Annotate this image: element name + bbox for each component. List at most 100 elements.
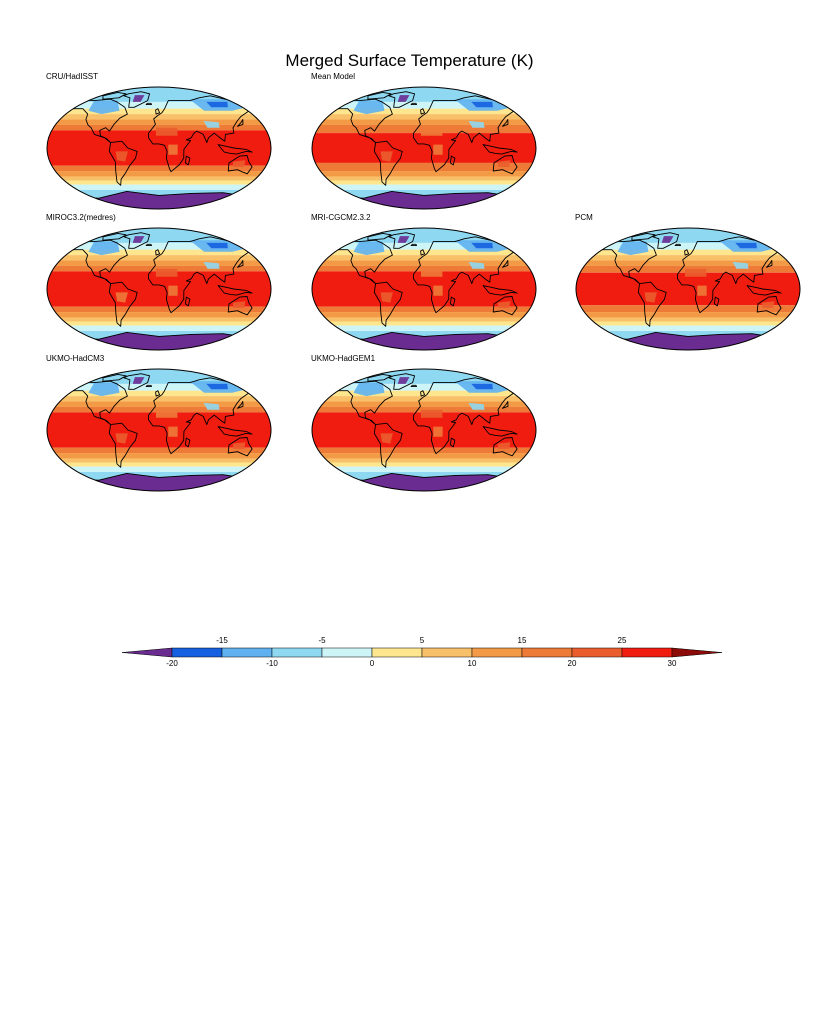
map-panel-pcm: PCM bbox=[575, 213, 801, 353]
coastline-arctic-islands bbox=[102, 373, 127, 382]
temperature-map bbox=[311, 86, 537, 210]
coastline-madagascar bbox=[713, 296, 720, 307]
colorbar-segment bbox=[321, 647, 373, 658]
coastline-indonesia bbox=[217, 144, 253, 155]
coastline-north-america bbox=[68, 98, 128, 144]
temperature-map bbox=[46, 86, 272, 210]
coastline-north-america bbox=[333, 98, 393, 144]
colorbar-tick-label: -15 bbox=[216, 636, 228, 645]
coastline-uk bbox=[420, 108, 426, 115]
panel-label: Mean Model bbox=[311, 72, 356, 81]
coastline-arctic-islands bbox=[367, 91, 392, 100]
map-panel-cru-hadisst: CRU/HadISST bbox=[46, 72, 272, 212]
coastline-indonesia bbox=[217, 426, 253, 437]
coastline-iceland bbox=[674, 243, 681, 247]
coastline-uk bbox=[155, 108, 161, 115]
colorbar-segment bbox=[171, 647, 223, 658]
colorbar-tick-label: 20 bbox=[567, 659, 577, 668]
coastline-uk bbox=[155, 390, 161, 397]
map-outline bbox=[311, 368, 537, 492]
coastline-greenland bbox=[388, 232, 416, 249]
colorbar-tick-label: 5 bbox=[419, 636, 425, 645]
coastline-antarctica bbox=[331, 331, 517, 350]
map-outline bbox=[575, 227, 801, 351]
coastline-africa-eurasia bbox=[148, 95, 256, 173]
colorbar-segment bbox=[471, 647, 523, 658]
colorbar-tick-label: 30 bbox=[667, 659, 677, 668]
panel-label: UKMO-HadGEM1 bbox=[311, 354, 376, 363]
coastline-madagascar bbox=[449, 437, 456, 448]
map-outline bbox=[46, 86, 272, 210]
coastline-indonesia bbox=[482, 285, 518, 296]
coastline-australia bbox=[492, 437, 518, 457]
coastline-uk bbox=[420, 249, 426, 256]
coastline-australia bbox=[227, 437, 253, 457]
coastline-south-america bbox=[373, 140, 403, 186]
coastline-north-america bbox=[333, 380, 393, 426]
colorbar-segment bbox=[271, 647, 323, 658]
colorbar: -15 -5 5 15 25 -20 -10 0 10 20 30 bbox=[120, 636, 730, 676]
colorbar-segment bbox=[421, 647, 473, 658]
coastline-africa-eurasia bbox=[677, 236, 785, 314]
map-outline bbox=[46, 227, 272, 351]
coastline-africa-eurasia bbox=[413, 377, 521, 455]
coastline-iceland bbox=[410, 384, 417, 388]
coastline-arctic-islands bbox=[367, 373, 392, 382]
coastlines bbox=[331, 232, 531, 350]
map-contour-fill bbox=[47, 87, 271, 209]
temperature-map bbox=[46, 227, 272, 351]
coastline-japan bbox=[502, 119, 509, 127]
map-panel-miroc: MIROC3.2(medres) bbox=[46, 213, 272, 353]
coastline-africa-eurasia bbox=[148, 377, 256, 455]
coastline-iceland bbox=[145, 102, 152, 106]
colorbar-segment bbox=[571, 647, 623, 658]
coastline-greenland bbox=[652, 232, 680, 249]
coastline-japan bbox=[766, 260, 773, 268]
coastline-australia bbox=[756, 296, 782, 316]
map-contour-fill bbox=[47, 369, 271, 491]
map-panel-mean-model: Mean Model bbox=[311, 72, 537, 212]
colorbar-tick-label: 10 bbox=[467, 659, 477, 668]
coastline-australia bbox=[227, 296, 253, 316]
panel-label: UKMO-HadCM3 bbox=[46, 354, 105, 363]
colorbar-tick-label: 25 bbox=[617, 636, 627, 645]
coastline-antarctica bbox=[331, 472, 517, 491]
coastline-antarctica bbox=[66, 190, 252, 209]
coastline-madagascar bbox=[184, 155, 191, 166]
coastline-uk bbox=[155, 249, 161, 256]
coastline-indonesia bbox=[482, 426, 518, 437]
coastline-indonesia bbox=[746, 285, 782, 296]
temperature-map bbox=[575, 227, 801, 351]
coastlines bbox=[66, 373, 266, 491]
colorbar-tick-label: 15 bbox=[517, 636, 527, 645]
coastline-south-america bbox=[108, 140, 138, 186]
panel-label: MIROC3.2(medres) bbox=[46, 213, 116, 222]
coastline-arctic-islands bbox=[367, 232, 392, 241]
colorbar-max-arrow bbox=[671, 647, 723, 658]
coastline-uk bbox=[420, 390, 426, 397]
colorbar-segment bbox=[221, 647, 273, 658]
map-outline bbox=[311, 227, 537, 351]
colorbar-tick-label: -20 bbox=[166, 659, 178, 668]
colorbar-segment bbox=[371, 647, 423, 658]
coastline-japan bbox=[237, 260, 244, 268]
coastline-madagascar bbox=[449, 155, 456, 166]
coastlines bbox=[595, 232, 795, 350]
figure-title: Merged Surface Temperature (K) bbox=[285, 51, 534, 70]
coastline-madagascar bbox=[184, 437, 191, 448]
coastlines bbox=[331, 91, 531, 209]
coastline-arctic-islands bbox=[102, 232, 127, 241]
coastline-indonesia bbox=[217, 285, 253, 296]
coastline-antarctica bbox=[66, 472, 252, 491]
coastline-greenland bbox=[123, 373, 151, 390]
temperature-map bbox=[311, 368, 537, 492]
coastline-north-america bbox=[333, 239, 393, 285]
coastline-antarctica bbox=[331, 190, 517, 209]
coastline-africa-eurasia bbox=[413, 236, 521, 314]
coastline-greenland bbox=[123, 232, 151, 249]
coastline-greenland bbox=[123, 91, 151, 108]
colorbar-tick-label: -10 bbox=[266, 659, 278, 668]
coastline-iceland bbox=[145, 243, 152, 247]
map-outline bbox=[46, 368, 272, 492]
coastline-iceland bbox=[145, 384, 152, 388]
